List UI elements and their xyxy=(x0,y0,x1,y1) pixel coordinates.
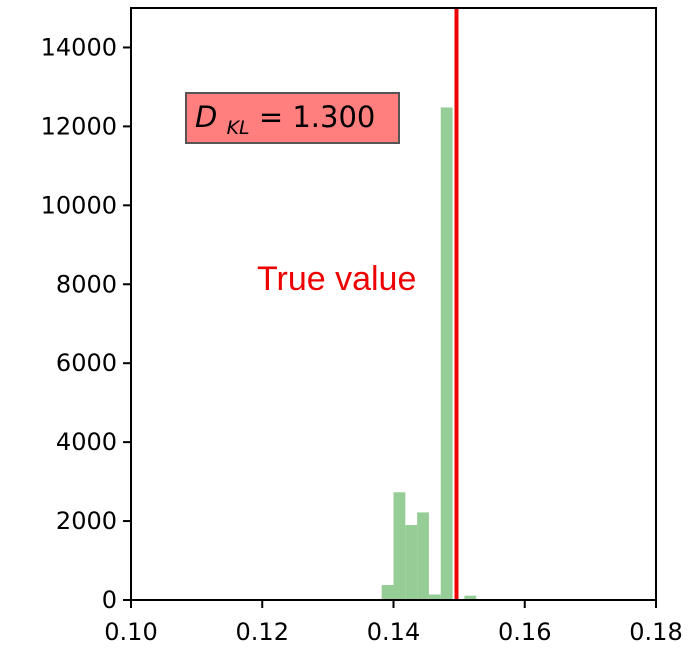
dkl-subscript: KL xyxy=(227,117,250,139)
histogram-bar-6 xyxy=(428,594,441,600)
x-tick-label-2: 0.14 xyxy=(367,618,420,646)
histogram-bar-8 xyxy=(464,595,477,600)
y-tick-label-0: 0 xyxy=(102,586,117,614)
histogram-bar-5 xyxy=(417,512,429,600)
x-tick-label-3: 0.16 xyxy=(498,618,551,646)
y-axis-ticks: 0 2000 4000 6000 8000 10000 12000 14000 xyxy=(41,33,131,614)
histogram-bar-4 xyxy=(405,525,418,600)
histogram-bar-3 xyxy=(393,492,406,600)
y-tick-label-7: 14000 xyxy=(41,33,117,61)
x-axis-ticks: 0.10 0.12 0.14 0.16 0.18 xyxy=(104,600,683,646)
y-tick-label-4: 8000 xyxy=(56,270,117,298)
dkl-symbol: D xyxy=(195,100,217,134)
true-value-label: True value xyxy=(257,260,416,298)
true-value-layer: True value xyxy=(257,8,459,600)
y-tick-label-3: 6000 xyxy=(56,349,117,377)
x-tick-label-4: 0.18 xyxy=(629,618,682,646)
dkl-value: = 1.300 xyxy=(259,100,376,134)
y-tick-label-2: 4000 xyxy=(56,428,117,456)
x-tick-label-1: 0.12 xyxy=(236,618,289,646)
dkl-label: D KL = 1.300 xyxy=(195,100,375,141)
y-tick-label-1: 2000 xyxy=(56,507,117,535)
histogram-bar-2 xyxy=(381,585,394,600)
y-tick-label-6: 12000 xyxy=(41,112,117,140)
x-tick-label-0: 0.10 xyxy=(104,618,157,646)
dkl-box xyxy=(185,92,400,144)
dkl-annotation: D KL = 1.300 xyxy=(185,92,400,144)
y-tick-label-5: 10000 xyxy=(41,191,117,219)
histogram-bar-7 xyxy=(440,107,453,601)
